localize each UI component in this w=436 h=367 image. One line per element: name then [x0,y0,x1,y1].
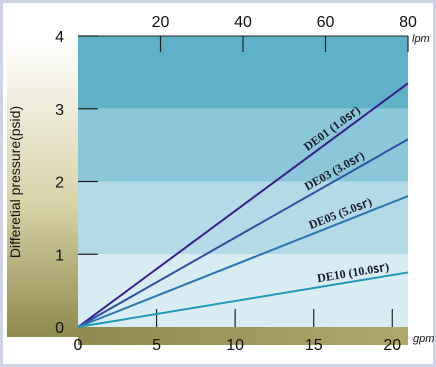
top-tick-label: 20 [152,14,170,31]
y-tick-label: 4 [55,29,64,46]
band-3 [78,254,408,327]
bottom-tick-label: 20 [383,337,401,354]
bottom-tick-label: 5 [152,337,161,354]
series-line [77,195,409,328]
bottom-tick-label: 0 [74,337,83,354]
top-tick-label: 80 [399,14,417,31]
top-tick-label: 60 [317,14,335,31]
bottom-tick-label: 15 [305,337,323,354]
top-axis: 20 40 60 80 [78,14,417,52]
series-line [77,82,409,328]
series-line [77,138,409,328]
band-1 [78,108,408,182]
y-axis: 0 1 2 3 4 [55,29,98,337]
bottom-axis: 0 5 10 15 20 [74,309,401,354]
y-axis-label: Differetial pressure(psid) [7,106,23,258]
y-tick-label: 1 [55,247,64,264]
bottom-axis-unit: gpm [413,333,434,345]
y-tick-label: 3 [55,102,64,119]
background-bands [78,36,408,327]
y-tick-label: 2 [55,175,64,192]
left-gradient-panel [7,36,78,337]
bottom-axis-strip [78,327,408,345]
series-line [77,271,409,328]
bottom-tick-label: 10 [226,337,244,354]
y-tick-label: 0 [55,320,64,337]
top-tick-label: 40 [234,14,252,31]
band-2 [78,181,408,255]
top-axis-unit: lpm [412,33,430,45]
series-lines [77,82,409,328]
